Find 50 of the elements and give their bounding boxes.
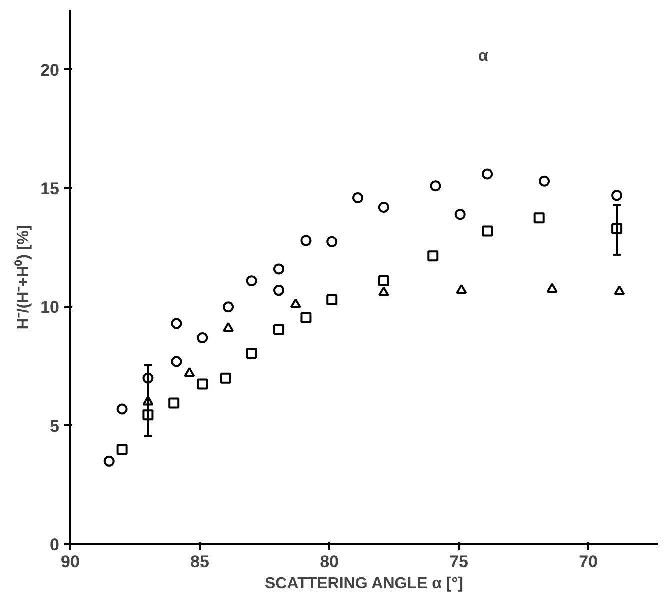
y-tick-label: 5 [50,416,60,436]
point [246,348,258,359]
point [274,324,285,336]
point [482,168,494,180]
x-tick-label: 70 [579,552,598,572]
y-tick-label: 0 [50,536,60,554]
point [220,372,232,384]
point [300,312,312,324]
point [223,322,234,332]
point [378,276,390,287]
point [482,226,494,237]
point [378,202,390,213]
point [612,190,623,202]
point [104,456,115,467]
point [456,284,468,294]
point [274,264,285,275]
y-tick-label: 15 [40,180,60,198]
point [300,235,312,246]
point [171,356,182,368]
annotation: α [478,48,488,66]
point [197,378,208,390]
y-tick-label: 10 [40,298,60,318]
x-axis-title: SCATTERING ANGLE α [°] [264,576,464,592]
point [454,209,466,220]
x-tick-label: 75 [450,552,469,572]
point [430,180,442,192]
point [184,367,196,378]
point [116,444,128,456]
point [428,250,439,262]
point [246,276,258,287]
point [116,404,128,415]
point [378,286,390,297]
point [326,236,338,248]
point [352,192,364,204]
point [326,294,338,306]
x-tick-label: 85 [190,552,210,572]
point [197,332,208,344]
point [168,398,180,409]
point [290,298,302,308]
point [546,283,558,293]
point [614,286,626,296]
y-tick-label: 20 [40,60,60,80]
point [539,176,550,187]
x-tick-label: 80 [320,552,339,572]
point [534,212,545,224]
y-axis-title: H⁻/(H⁻+H⁰) [%] [14,225,33,330]
point [171,318,182,330]
point [274,285,285,296]
x-tick-label: 90 [61,552,80,572]
point [223,302,234,313]
